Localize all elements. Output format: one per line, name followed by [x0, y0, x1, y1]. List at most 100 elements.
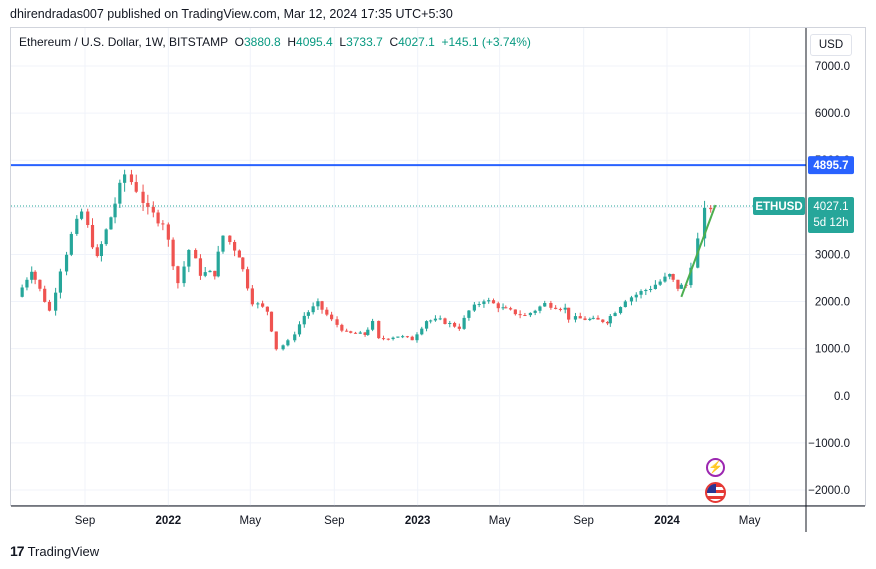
us-flag-icon[interactable] [705, 482, 726, 503]
candle-body [99, 244, 103, 257]
candle-body [689, 267, 693, 286]
candle-body [504, 307, 508, 309]
candle-body [381, 338, 386, 340]
candle-body [391, 337, 395, 340]
candle-body [25, 279, 29, 288]
candle-body [335, 319, 339, 325]
candle-body [245, 269, 250, 289]
candle-body [325, 309, 329, 315]
candle-body [306, 312, 310, 316]
candle-body [679, 284, 683, 289]
candle-body [171, 239, 175, 267]
candle-body [538, 306, 542, 311]
candle-body [293, 334, 297, 341]
candle-body [438, 318, 442, 320]
x-tick-label: Sep [573, 515, 593, 527]
tradingview-logo-icon: 17 [10, 543, 25, 559]
candle-body [208, 270, 212, 273]
candle-body [20, 287, 24, 297]
y-tick-label: −1000.0 [808, 438, 850, 450]
candle-body [316, 301, 320, 307]
candle-body [370, 320, 375, 330]
currency-button[interactable]: USD [810, 34, 852, 56]
candle-body [671, 274, 675, 280]
candle-body [118, 182, 122, 204]
footer-brand[interactable]: 17 TradingView [10, 543, 99, 559]
candle-body [349, 331, 353, 333]
x-tick-label: May [239, 515, 261, 527]
candle-body [182, 266, 186, 284]
candle-body [146, 202, 150, 207]
candle-body [448, 322, 452, 324]
candle-body [452, 322, 457, 327]
candle-body [605, 322, 610, 324]
candle-body [601, 319, 605, 323]
candle-body [518, 314, 522, 316]
candle-body [658, 281, 662, 285]
candle-body [198, 258, 203, 276]
candle-body [410, 336, 414, 341]
candles [20, 169, 713, 351]
y-tick-label: 3000.0 [815, 249, 850, 261]
lightning-icon[interactable]: ⚡ [706, 458, 725, 477]
candle-body [415, 334, 419, 341]
y-tick-label: 6000.0 [815, 108, 850, 120]
candle-body [329, 314, 334, 320]
legend-close-value: 4027.1 [398, 35, 435, 49]
candle-body [64, 254, 69, 272]
y-tick-label: 7000.0 [815, 61, 850, 73]
legend-low-label: L [339, 35, 347, 49]
legend-symbol: Ethereum / U.S. Dollar, 1W, BITSTAMP [19, 35, 228, 49]
candle-body [228, 235, 232, 242]
candle-body [33, 271, 37, 280]
trend-line [680, 204, 717, 298]
candle-body [221, 235, 225, 252]
symbol-tag [753, 197, 805, 216]
candle-body [38, 279, 42, 289]
candle-body [653, 284, 657, 290]
candle-body [86, 211, 90, 225]
candle-body [482, 301, 486, 305]
countdown-label: 5d 12h [813, 217, 848, 229]
candle-body [618, 307, 623, 314]
candle-body [241, 257, 245, 270]
candle-body [256, 303, 260, 305]
candle-body [649, 289, 653, 291]
x-tick-label: Sep [324, 515, 344, 527]
candle-body [396, 336, 400, 338]
candle-body [443, 318, 447, 324]
candle-body [109, 217, 113, 230]
candle-body [250, 288, 254, 305]
candle-body [302, 315, 306, 325]
candle-body [424, 321, 429, 329]
candle-body [358, 332, 362, 334]
candle-body [69, 233, 73, 255]
candle-body [558, 308, 563, 310]
legend-close-label: C [389, 35, 399, 49]
candle-body [709, 207, 713, 210]
candle-body [43, 288, 47, 302]
candle-body [549, 303, 553, 308]
candle-body [286, 340, 290, 346]
candle-body [194, 250, 198, 259]
candle-body [366, 329, 370, 335]
candle-body [567, 307, 571, 320]
candle-body [232, 241, 237, 251]
candle-body [702, 207, 707, 239]
axes: 7000.06000.05000.04000.03000.02000.01000… [11, 28, 865, 532]
legend-open-label: O [234, 35, 244, 49]
candle-body [401, 336, 405, 338]
y-tick-label: 0.0 [834, 391, 850, 403]
legend-change: +145.1 (+3.74%) [441, 35, 531, 49]
candle-body [129, 174, 134, 183]
candle-body [95, 247, 99, 257]
candle-body [496, 303, 500, 309]
candle-body [281, 345, 285, 350]
candle-body [467, 310, 471, 318]
candle-body [644, 290, 648, 292]
candle-body [123, 174, 127, 183]
y-tick-label: −2000.0 [808, 485, 850, 497]
candle-body [676, 279, 680, 289]
grid [11, 28, 806, 506]
